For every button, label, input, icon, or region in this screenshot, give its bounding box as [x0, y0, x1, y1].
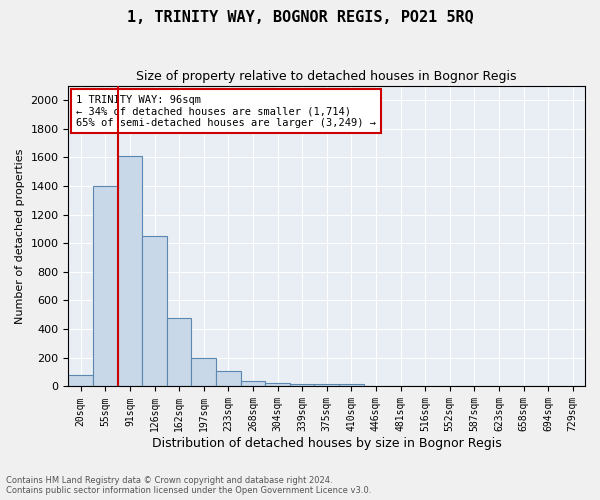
Bar — [290, 384, 314, 386]
Bar — [339, 384, 364, 386]
X-axis label: Distribution of detached houses by size in Bognor Regis: Distribution of detached houses by size … — [152, 437, 502, 450]
Bar — [314, 384, 339, 386]
Text: Contains HM Land Registry data © Crown copyright and database right 2024.
Contai: Contains HM Land Registry data © Crown c… — [6, 476, 371, 495]
Bar — [68, 375, 93, 386]
Bar — [216, 372, 241, 386]
Bar — [265, 384, 290, 386]
Title: Size of property relative to detached houses in Bognor Regis: Size of property relative to detached ho… — [136, 70, 517, 83]
Bar — [93, 186, 118, 386]
Text: 1 TRINITY WAY: 96sqm
← 34% of detached houses are smaller (1,714)
65% of semi-de: 1 TRINITY WAY: 96sqm ← 34% of detached h… — [76, 94, 376, 128]
Text: 1, TRINITY WAY, BOGNOR REGIS, PO21 5RQ: 1, TRINITY WAY, BOGNOR REGIS, PO21 5RQ — [127, 10, 473, 25]
Bar — [241, 382, 265, 386]
Bar — [191, 358, 216, 386]
Bar — [142, 236, 167, 386]
Bar — [167, 318, 191, 386]
Y-axis label: Number of detached properties: Number of detached properties — [15, 148, 25, 324]
Bar — [118, 156, 142, 386]
